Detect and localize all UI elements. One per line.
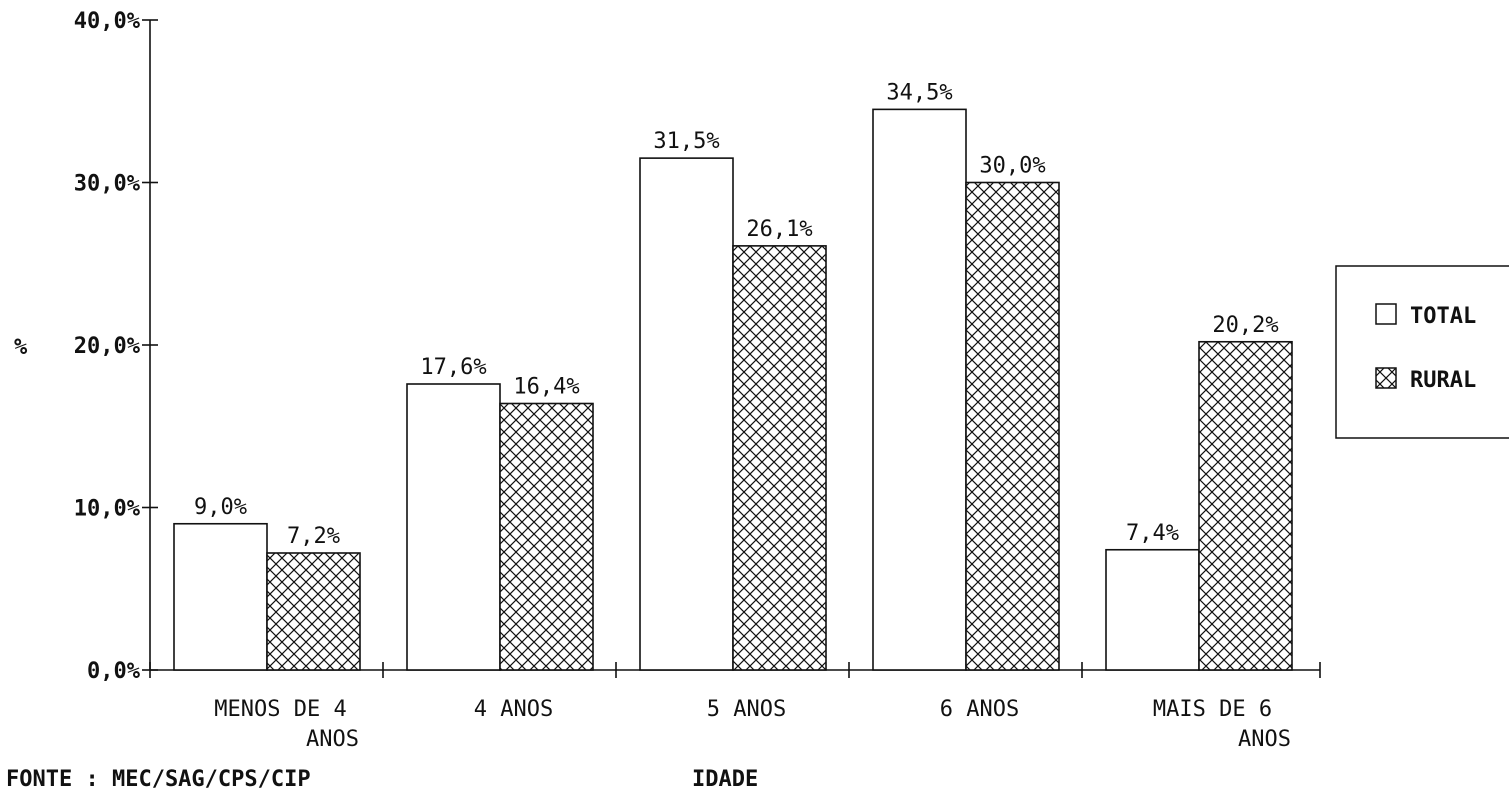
data-label-rural: 7,2% <box>287 524 340 549</box>
bar-rural <box>499 402 594 671</box>
data-label-rural: 26,1% <box>746 217 812 242</box>
bar-total <box>406 383 501 671</box>
legend-swatch-total <box>1375 303 1397 325</box>
data-labels: 9,0% 17,6% 31,5% 34,5% 7,4% 7,2% 16,4% 26,1% 30,… <box>194 80 1279 549</box>
bar-total <box>1105 548 1200 671</box>
bar-rural <box>965 181 1060 671</box>
legend-swatch-rural <box>1375 367 1397 389</box>
bar-rural <box>266 552 361 671</box>
category-label: ANOS <box>1238 727 1291 752</box>
bar-rural <box>1198 340 1293 671</box>
data-label-total: 31,5% <box>653 129 719 154</box>
data-label-total: 17,6% <box>420 355 486 380</box>
legend-label-rural: RURAL <box>1410 368 1476 393</box>
y-axis: 0,0% 10,0% 20,0% 30,0% 40,0% <box>74 9 158 684</box>
category-label: 5 ANOS <box>707 697 786 722</box>
x-axis-title: IDADE <box>692 767 758 792</box>
bar-total <box>639 157 734 671</box>
y-tick-label: 40,0% <box>74 9 141 34</box>
category-labels: MENOS DE 4 ANOS 4 ANOS 5 ANOS 6 ANOS MAIS DE … <box>214 697 1291 752</box>
source-note: FONTE : MEC/SAG/CPS/CIP <box>6 767 311 792</box>
bar-rural <box>732 245 827 671</box>
data-label-rural: 30,0% <box>979 154 1045 179</box>
data-label-total: 9,0% <box>194 495 247 520</box>
y-tick-label: 20,0% <box>74 334 141 359</box>
data-label-rural: 20,2% <box>1212 313 1278 338</box>
category-label: ANOS <box>306 727 359 752</box>
bars <box>173 108 1293 671</box>
data-label-total: 34,5% <box>886 80 952 105</box>
data-label-total: 7,4% <box>1126 521 1179 546</box>
y-tick-label: 0,0% <box>87 659 141 684</box>
legend: TOTAL RURAL <box>1335 265 1509 439</box>
category-label: 4 ANOS <box>474 697 553 722</box>
y-tick-label: 10,0% <box>74 497 141 522</box>
y-tick-label: 30,0% <box>74 172 141 197</box>
bar-total <box>872 108 967 671</box>
data-label-rural: 16,4% <box>513 375 579 400</box>
legend-label-total: TOTAL <box>1410 304 1476 329</box>
category-label: 6 ANOS <box>940 697 1019 722</box>
category-label: MENOS DE 4 <box>214 697 346 722</box>
bar-total <box>173 522 268 671</box>
legend-frame <box>1335 265 1509 439</box>
y-axis-title: % <box>14 335 28 360</box>
category-label: MAIS DE 6 <box>1153 697 1272 722</box>
